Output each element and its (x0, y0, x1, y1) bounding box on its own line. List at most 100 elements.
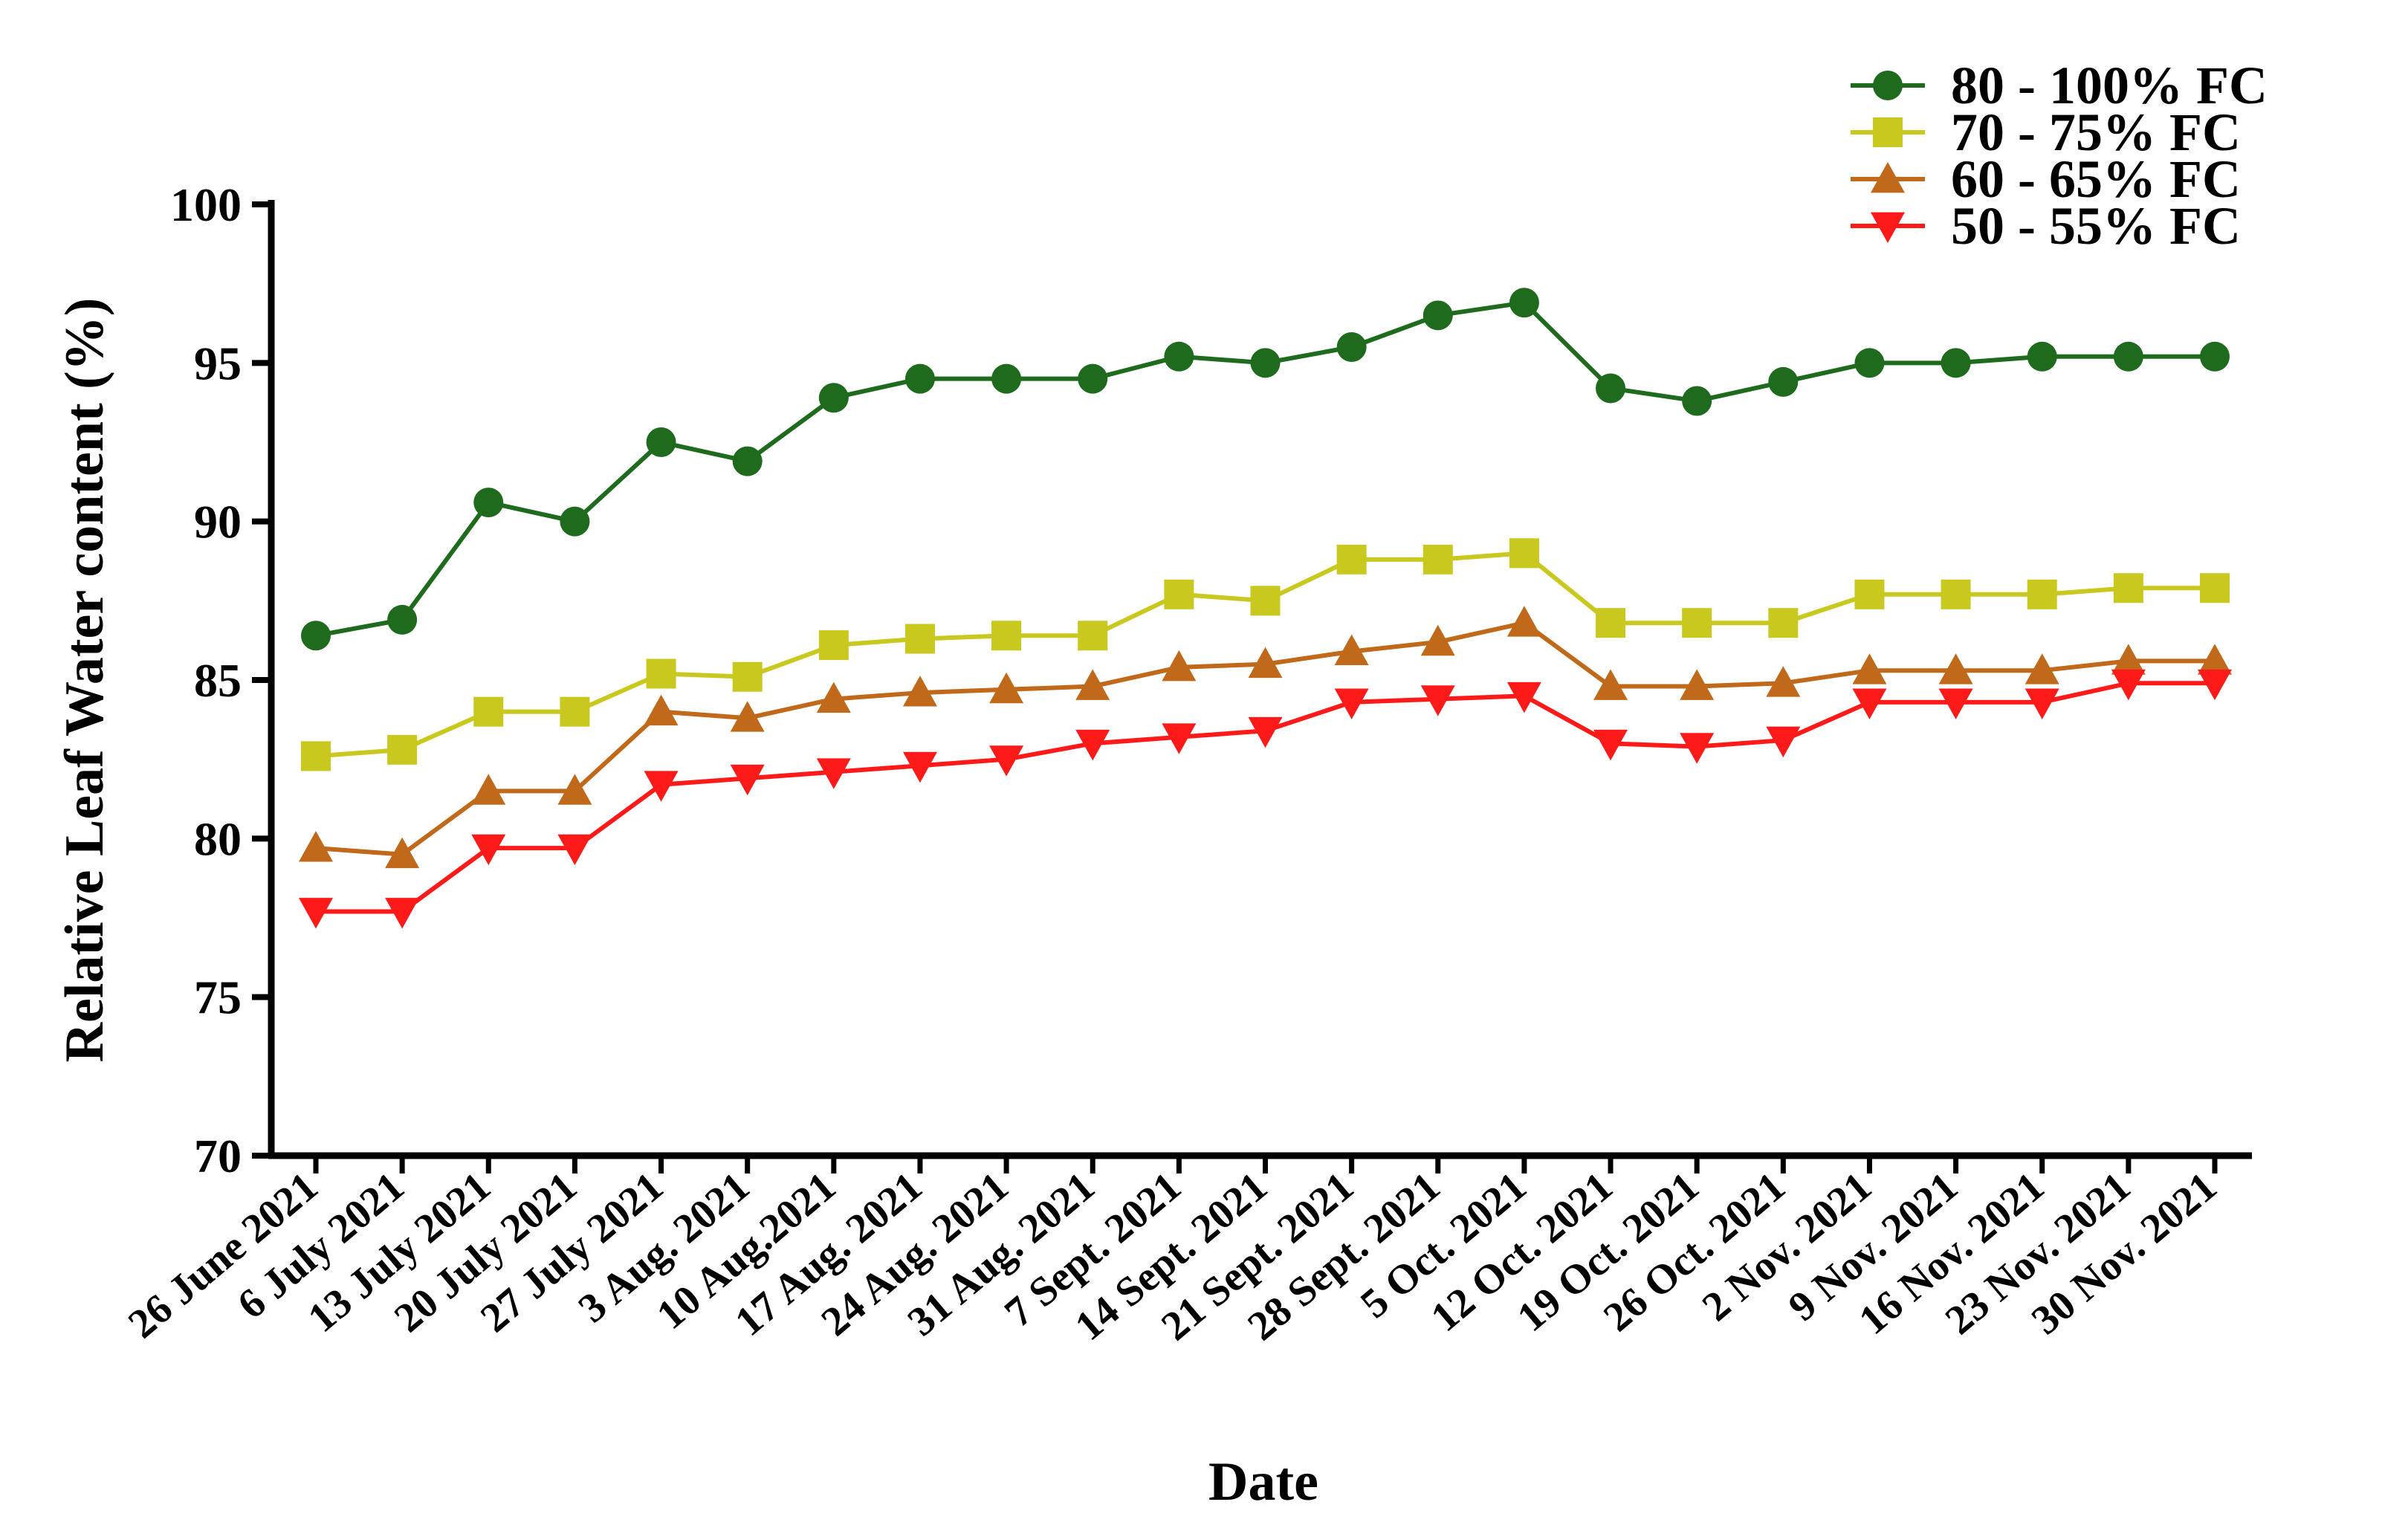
data-point (560, 506, 590, 537)
data-point (1938, 653, 1973, 684)
series-2 (301, 538, 2230, 771)
y-tick-label: 70 (194, 1130, 242, 1182)
data-point (732, 661, 763, 692)
data-point (1941, 579, 1971, 609)
data-point (1509, 538, 1539, 569)
data-point (299, 831, 333, 862)
data-point (1941, 348, 1971, 378)
data-point (557, 834, 592, 866)
data-point (299, 898, 333, 929)
y-axis-ticks: 70 75 80 85 90 95 100 (170, 178, 271, 1182)
data-point (1766, 726, 1801, 758)
data-point (1596, 608, 1626, 638)
data-point (1682, 608, 1712, 638)
data-point (1596, 373, 1626, 404)
legend-marker (1873, 71, 1903, 100)
data-point (1854, 348, 1885, 378)
data-point (1852, 688, 1887, 719)
data-point (2198, 644, 2232, 675)
data-point (1164, 341, 1194, 372)
data-point (1768, 608, 1799, 638)
data-point (904, 624, 935, 654)
legend-marker (1873, 117, 1903, 147)
y-tick-label: 100 (170, 178, 242, 231)
data-point (646, 427, 676, 457)
data-point (1593, 729, 1628, 761)
data-point (1078, 363, 1108, 394)
data-point (1336, 332, 1367, 362)
data-point (1509, 288, 1539, 318)
y-tick-label: 90 (194, 496, 242, 548)
data-point (1506, 682, 1541, 713)
data-point (644, 694, 679, 726)
data-point (1334, 634, 1369, 665)
data-point (2027, 341, 2057, 372)
data-point (301, 741, 331, 771)
legend-item: 50 - 55% FC (1851, 196, 2241, 256)
data-point (1768, 366, 1799, 397)
legend-label: 70 - 75% FC (1951, 103, 2241, 162)
data-point (471, 834, 506, 866)
data-point (2111, 669, 2146, 701)
data-point (816, 758, 851, 789)
legend-item: 60 - 65% FC (1851, 149, 2241, 209)
data-point (1164, 579, 1194, 609)
data-point (2200, 573, 2230, 603)
y-axis-title: Relative Leaf Water content (%) (54, 298, 115, 1063)
data-point (1250, 586, 1281, 616)
data-point (473, 696, 504, 727)
y-tick-label: 85 (194, 654, 242, 707)
legend-item: 80 - 100% FC (1851, 56, 2268, 115)
data-point (646, 658, 676, 689)
data-point (816, 682, 851, 713)
data-point (2200, 341, 2230, 372)
data-point (1075, 729, 1110, 761)
y-tick-label: 80 (194, 812, 242, 865)
data-point (1336, 544, 1367, 574)
data-point (1938, 688, 1973, 719)
legend-label: 60 - 65% FC (1951, 149, 2241, 209)
data-point (385, 837, 420, 869)
data-point (387, 734, 418, 765)
data-point (560, 696, 590, 727)
data-point (989, 672, 1024, 704)
data-point (1250, 348, 1281, 378)
data-point (730, 764, 765, 796)
data-point (1682, 386, 1712, 416)
data-point (2198, 669, 2232, 701)
data-point (1420, 624, 1455, 656)
data-point (1248, 716, 1283, 748)
data-point (473, 488, 504, 518)
series-3 (299, 606, 2232, 869)
series-group (299, 288, 2232, 929)
data-point (1680, 733, 1715, 764)
data-point (2027, 579, 2057, 609)
data-point (1766, 666, 1801, 697)
series-1 (301, 288, 2230, 651)
data-point (989, 745, 1024, 777)
data-point (557, 774, 592, 805)
data-point (991, 621, 1022, 651)
data-point (385, 898, 420, 929)
data-point (1852, 653, 1887, 684)
data-point (991, 363, 1022, 394)
data-point (387, 604, 418, 635)
data-point (2025, 653, 2059, 684)
data-point (904, 363, 935, 394)
data-point (644, 771, 679, 802)
data-point (471, 774, 506, 805)
data-point (1506, 606, 1541, 637)
data-point (818, 630, 849, 661)
series-4 (299, 669, 2232, 929)
data-point (2113, 573, 2143, 603)
data-point (301, 621, 331, 651)
x-axis-title: Date (1208, 1451, 1318, 1512)
data-point (1334, 688, 1369, 719)
data-point (1420, 685, 1455, 716)
data-point (2025, 688, 2059, 719)
data-point (730, 701, 765, 732)
legend-item: 70 - 75% FC (1851, 103, 2241, 162)
